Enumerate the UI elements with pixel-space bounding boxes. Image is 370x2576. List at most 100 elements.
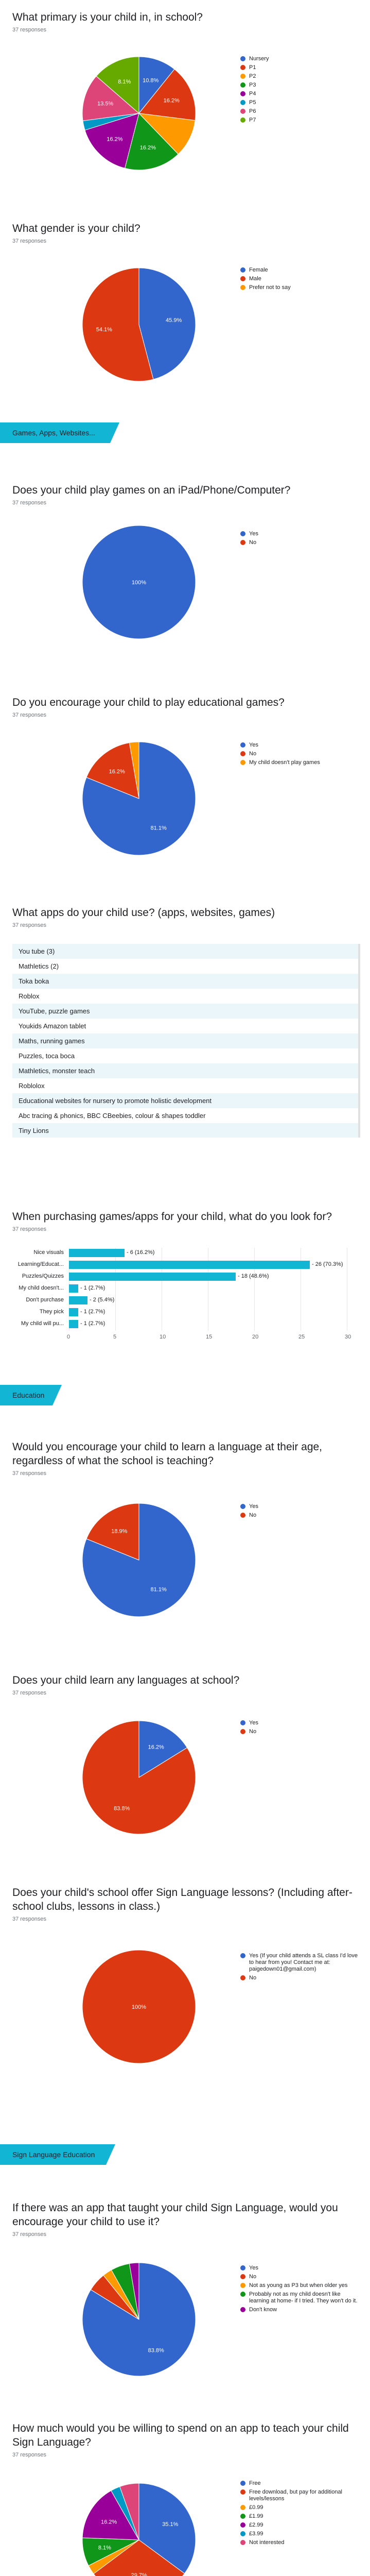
x-tick-label: 30 <box>345 1334 351 1340</box>
legend-label: P7 <box>249 117 256 123</box>
legend-label: £0.99 <box>249 2504 263 2511</box>
legend-item: P2 <box>240 73 359 80</box>
pie-slice-label: 100% <box>132 2004 146 2010</box>
pie-slice-label: 10.8% <box>143 78 158 84</box>
pie-slice <box>84 113 139 169</box>
bar-row: They pick - 1 (2.7%) <box>12 1307 362 1317</box>
response-count: 37 responses <box>12 712 47 718</box>
bar-category-label: Don't purchase <box>26 1297 64 1303</box>
bar-value-label: - 6 (16.2%) <box>127 1249 155 1256</box>
question-card-purchase-criteria: When purchasing games/apps for your chil… <box>12 1210 362 1232</box>
response-count: 37 responses <box>12 2452 47 2458</box>
legend-swatch <box>240 2531 245 2536</box>
pie-chart-learn-language: 81.1% 18.9% <box>82 1503 196 1617</box>
legend-item: No <box>240 1975 359 1981</box>
legend-swatch <box>240 751 245 756</box>
pie-slice <box>82 1720 196 1835</box>
legend-label: P1 <box>249 64 256 71</box>
legend-label: No <box>249 539 257 546</box>
legend-item: P3 <box>240 82 359 89</box>
bar-value-label: - 1 (2.7%) <box>80 1320 105 1327</box>
pie-slice <box>82 2490 139 2540</box>
section-header-education: Education <box>0 1385 62 1405</box>
section-header-games: Games, Apps, Websites... <box>0 422 119 443</box>
legend-label: Yes <box>249 2265 258 2271</box>
legend-label: £2.99 <box>249 2522 263 2528</box>
legend-item: Yes <box>240 1720 359 1726</box>
pie-slice-label: 16.2% <box>109 769 125 775</box>
bar <box>69 1320 78 1328</box>
list-item: Roblox <box>12 989 358 1004</box>
legend-swatch <box>240 109 245 114</box>
legend-swatch <box>240 1513 245 1518</box>
legend-item: Yes <box>240 1503 359 1510</box>
pie-slice <box>138 69 196 121</box>
legend-item: P5 <box>240 99 359 106</box>
legend-swatch <box>240 276 245 281</box>
legend-item: My child doesn't play games <box>240 759 359 766</box>
pie-slice-label: 8.1% <box>118 79 131 85</box>
pie-chart-educational-games: 81.1% 16.2% <box>82 741 196 856</box>
legend-label: Free <box>249 2480 261 2486</box>
legend-swatch <box>240 65 245 70</box>
bar-value-label: - 18 (48.6%) <box>238 1273 269 1279</box>
response-count: 37 responses <box>12 2231 47 2238</box>
bar-row: Learning/Educat... - 26 (70.3%) <box>12 1260 362 1270</box>
legend-item: No <box>240 1512 359 1519</box>
list-item: Mathletics (2) <box>12 959 358 974</box>
legend-label: Yes <box>249 742 258 748</box>
legend-swatch <box>240 2265 245 2270</box>
pie-slice-label: 18.9% <box>111 1528 127 1534</box>
legend-label: Not interested <box>249 2539 285 2546</box>
list-item: Puzzles, toca boca <box>12 1048 358 1063</box>
legend-label: P6 <box>249 108 256 114</box>
response-count: 37 responses <box>12 922 47 928</box>
bar <box>69 1273 236 1281</box>
pie-slice-label: 83.8% <box>114 1806 130 1812</box>
question-title: Would you encourage your child to learn … <box>12 1441 323 1467</box>
legend-label: No <box>249 1728 257 1735</box>
legend-school-languages: Yes No <box>240 1720 359 1737</box>
response-list[interactable]: You tube (3) Mathletics (2) Toka boka Roblo… <box>12 944 360 1138</box>
legend-swatch <box>240 74 245 79</box>
legend-label: P3 <box>249 82 256 88</box>
legend-item: No <box>240 751 359 757</box>
pie-slice-label: 16.2% <box>148 1744 164 1750</box>
legend-label: My child doesn't play games <box>249 759 320 766</box>
pie-slice <box>138 2483 196 2574</box>
legend-item: No <box>240 539 359 546</box>
legend-item: Yes <box>240 2265 359 2272</box>
bar-row: Puzzles/Quizzes - 18 (48.6%) <box>12 1272 362 1282</box>
legend-item: £0.99 <box>240 2504 359 2511</box>
legend-swatch <box>240 540 245 545</box>
question-card-primary: What primary is your child in, in school… <box>12 10 362 33</box>
bar-category-label: Learning/Educat... <box>17 1261 64 1267</box>
pie-slice-label: 29.7% <box>131 2572 147 2576</box>
legend-educational-games: Yes No My child doesn't play games <box>240 742 359 768</box>
legend-item: Female <box>240 267 359 274</box>
legend-item: No <box>240 2274 359 2280</box>
pie-slice-label: 81.1% <box>151 1587 167 1593</box>
pie-slice-label: 83.8% <box>148 2348 164 2354</box>
legend-swatch <box>240 531 245 536</box>
pie-slice <box>86 1503 139 1561</box>
legend-swatch <box>240 1720 245 1725</box>
legend-primary: Nursery P1 P2 P3 P4 P5 P6 P7 <box>240 56 359 126</box>
list-item: Educational websites for nursery to prom… <box>12 1093 358 1108</box>
list-item: Tiny Lions <box>12 1123 358 1138</box>
legend-swatch <box>240 56 245 61</box>
bar-row: My child doesn't... - 1 (2.7%) <box>12 1283 362 1294</box>
legend-item: P1 <box>240 64 359 71</box>
legend-label: P4 <box>249 91 256 97</box>
list-item: Youkids Amazon tablet <box>12 1019 358 1033</box>
gridline <box>254 1248 255 1331</box>
legend-label: £1.99 <box>249 2513 263 2519</box>
legend-item: P7 <box>240 117 359 124</box>
bar-category-label: Nice visuals <box>33 1249 64 1256</box>
legend-swatch <box>240 1953 245 1958</box>
response-count: 37 responses <box>12 1916 47 1922</box>
response-count: 37 responses <box>12 238 47 244</box>
legend-swatch <box>240 267 245 273</box>
legend-label: Not as young as P3 but when older yes <box>249 2282 348 2289</box>
response-count: 37 responses <box>12 1226 47 1232</box>
